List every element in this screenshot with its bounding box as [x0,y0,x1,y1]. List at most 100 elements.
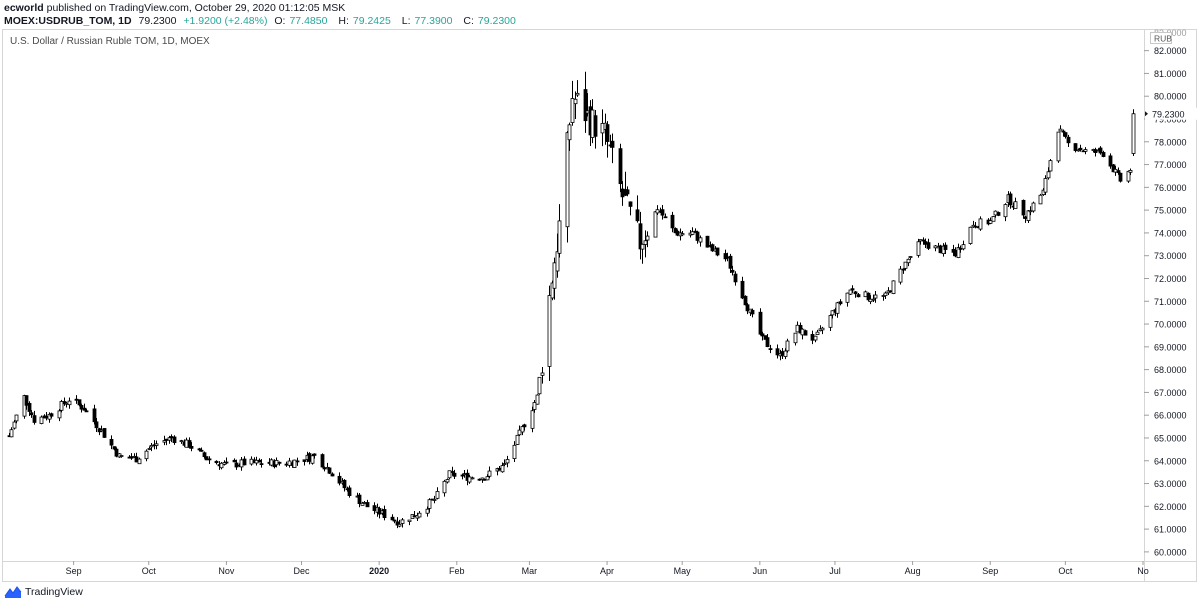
candle-body [14,414,19,422]
candle-body [585,110,590,114]
tradingview-brand[interactable]: TradingView [25,586,83,598]
candle-body [991,216,996,222]
candle-body [908,256,913,258]
candle-body [347,487,352,496]
candle-body [565,132,570,228]
tradingview-logo-icon[interactable] [4,585,22,599]
candle-body [655,209,660,214]
candle-body [114,448,119,457]
candle-body [728,255,733,269]
candle-body [815,331,820,335]
candle-body [500,465,505,473]
candle-body [1108,155,1113,167]
candle-body [670,214,675,229]
candle-body [1128,170,1133,173]
candle-body [477,478,482,481]
candle-body [1043,178,1048,193]
price-tick-label: 82.0000 [1154,46,1187,56]
candle-body [943,244,948,250]
candle-body [224,461,229,464]
last-price-marker-icon [1145,111,1148,117]
time-tick-label: Oct [1058,566,1073,576]
price-tick-label: 78.0000 [1154,137,1187,147]
candle-body [690,231,695,235]
candle-body [179,440,184,442]
candle-body [1066,136,1071,144]
candle-body [232,459,237,463]
candle-body [1031,202,1036,212]
candle-body [938,245,943,254]
candles-group [7,71,1136,529]
candle-body [600,123,605,134]
candle-body [119,455,124,457]
last-price-label: 79.2300 [1152,109,1185,119]
candle-body [1013,201,1018,209]
candle-body [916,241,921,256]
candle-body [254,459,259,464]
candle-body [29,412,34,416]
time-axis[interactable]: Sep Oct Nov Dec 2020 Feb Mar Apr May Jun Jul Aug Sep… [66,561,1149,576]
price-tick-label: 63.0000 [1154,479,1187,489]
candle-body [845,292,850,303]
candle-body [27,402,32,412]
candle-body [239,459,244,468]
candle-body [377,508,382,515]
candle-body [129,456,134,459]
author-name[interactable]: ecworld [4,2,44,14]
price-tick-label: 68.0000 [1154,365,1187,375]
candle-body [79,405,84,410]
candle-body [1021,199,1026,216]
time-tick-label: May [674,566,692,576]
candle-body [242,458,247,466]
candle-body [330,473,335,477]
price-tick-label: 80.0000 [1154,92,1187,102]
candle-body [412,515,417,518]
price-tick-label: 70.0000 [1154,320,1187,330]
candle-body [452,472,457,477]
time-tick-label: No [1137,566,1149,576]
candle-body [961,244,966,250]
price-tick-label: 66.0000 [1154,411,1187,421]
candle-body [835,302,840,314]
candle-body [783,350,788,357]
candle-body [530,410,535,429]
candle-body [1028,210,1033,213]
price-tick-label: 61.0000 [1154,525,1187,535]
candle-body [552,262,557,289]
candle-body [320,454,325,468]
candle-body [883,292,888,297]
candle-body [269,459,274,466]
low-value: 77.3900 [414,15,453,27]
candle-body [795,324,800,333]
candle-body [259,463,264,465]
price-axis[interactable]: 60.0000 61.0000 62.0000 63.0000 64.0000 65.00… [1144,29,1197,557]
candle-body [593,115,598,137]
candle-body [74,398,79,401]
candle-body [450,471,455,473]
candle-body [1003,204,1008,218]
candle-body [993,210,998,216]
candle-body [903,261,908,269]
price-tick-label: 74.0000 [1154,228,1187,238]
candle-body [427,499,432,509]
candle-body [810,334,815,341]
candle-body [793,332,798,344]
candle-body [234,462,239,468]
candle-body [390,516,395,521]
candle-body [653,211,658,238]
candle-body [978,218,983,230]
candle-body [547,295,552,367]
price-tick-label: 77.0000 [1154,160,1187,170]
candle-body [610,140,615,148]
chart-frame[interactable]: 60.0000 61.0000 62.0000 63.0000 64.0000 65.00… [2,29,1197,582]
candle-body [189,446,194,449]
candle-body [680,233,685,236]
candle-body [973,225,978,228]
candle-body [1093,149,1098,154]
candle-body [249,458,254,465]
currency-badge [1150,32,1172,44]
candle-body [522,424,527,428]
candle-body [112,446,117,450]
price-tick-label: 73.0000 [1154,251,1187,261]
open-label: O: [274,15,286,27]
